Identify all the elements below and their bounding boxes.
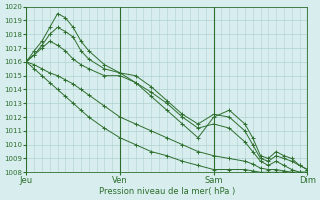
X-axis label: Pression niveau de la mer( hPa ): Pression niveau de la mer( hPa ) <box>99 187 235 196</box>
